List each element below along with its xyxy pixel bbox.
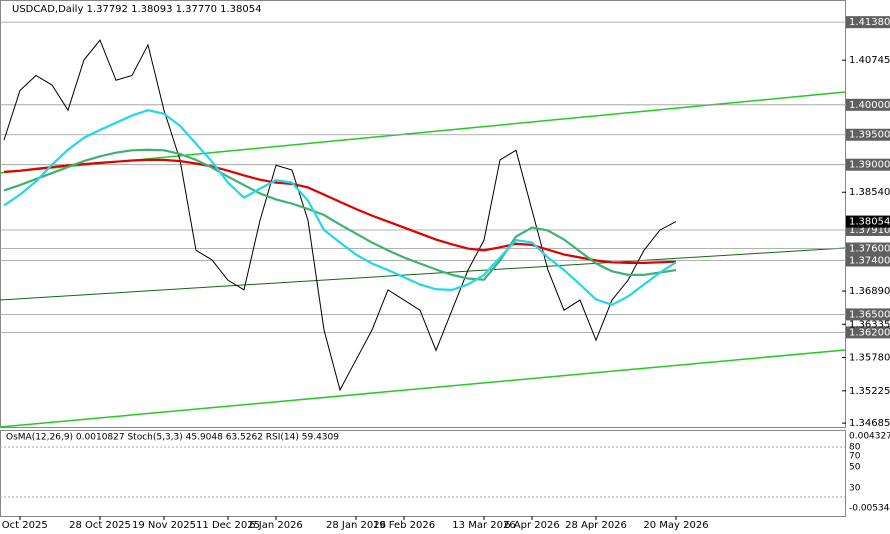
- current-price-box: [846, 215, 890, 228]
- x-tick-label: 19 Nov 2025: [132, 520, 196, 531]
- y-tick-label: 1.36890: [849, 286, 890, 297]
- y-tick-label: 1.35780: [849, 353, 890, 364]
- level-label-box: [846, 16, 890, 29]
- x-tick-label: 19 Feb 2026: [373, 520, 435, 531]
- y-tick-label: 1.38540: [849, 187, 890, 198]
- moving-average: [3, 109, 677, 307]
- oscillator-title: OsMA(12,26,9) 0.0010827 Stoch(5,3,3) 45.…: [6, 433, 339, 443]
- x-tick-label: 13 Mar 2026: [452, 520, 515, 531]
- x-tick-label: 28 Oct 2025: [69, 520, 131, 531]
- moving-average: [3, 158, 677, 265]
- osc-axis-label: 30: [849, 484, 861, 494]
- x-tick-label: 6 Jan 2026: [249, 520, 303, 531]
- current-price-label: 1.38054: [849, 217, 890, 228]
- y-tick-label: 1.40745: [849, 55, 890, 66]
- level-label: 1.41380: [849, 17, 890, 28]
- y-tick-label: 1.36335: [849, 319, 890, 330]
- x-tick-label: 11 Dec 2025: [196, 520, 260, 531]
- level-label-box: [846, 308, 890, 321]
- main-panel: [0, 0, 846, 428]
- x-tick-label: 28 Jan 2026: [326, 520, 386, 531]
- x-tick-label: 20 May 2026: [643, 520, 708, 531]
- x-tick-label: 6 Oct 2025: [0, 520, 48, 531]
- trend-line: [0, 247, 846, 301]
- level-label: 1.37600: [849, 244, 890, 255]
- level-label: 1.39000: [849, 160, 890, 171]
- level-label: 1.36500: [849, 309, 890, 320]
- osc-axis-label: 70: [849, 452, 861, 462]
- level-label-box: [846, 128, 890, 141]
- chart-title: USDCAD,Daily 1.37792 1.38093 1.37770 1.3…: [12, 4, 262, 15]
- level-label-box: [846, 326, 890, 339]
- moving-average: [3, 148, 677, 281]
- y-tick-label: 1.35225: [849, 386, 890, 397]
- price-line: [3, 39, 677, 392]
- y-tick-label: 1.34685: [849, 418, 890, 429]
- level-label: 1.37910: [849, 225, 890, 236]
- oscillator-panel: [0, 430, 846, 517]
- level-label-box: [846, 242, 890, 255]
- x-tick-label: 28 Apr 2026: [565, 520, 627, 531]
- x-tick-label: 6 Apr 2026: [504, 520, 559, 531]
- level-label-box: [846, 254, 890, 267]
- osc-axis-label: -0.0053420: [849, 504, 890, 514]
- level-label: 1.39500: [849, 130, 890, 141]
- level-label: 1.36200: [849, 327, 890, 338]
- level-label-box: [846, 98, 890, 111]
- osc-axis-label: 0.0043270: [849, 432, 890, 442]
- level-label-box: [846, 158, 890, 171]
- trend-line: [0, 349, 846, 428]
- level-label: 1.40000: [849, 100, 890, 111]
- level-label: 1.37400: [849, 256, 890, 267]
- osc-axis-label: 50: [849, 463, 861, 473]
- osc-axis-label: 80: [849, 443, 861, 453]
